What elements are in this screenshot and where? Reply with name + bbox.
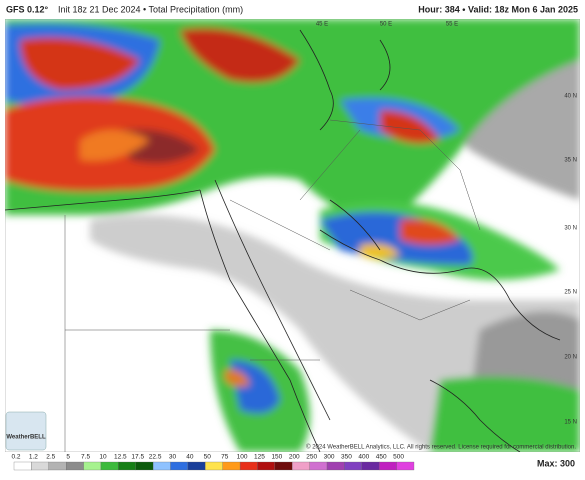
colorbar-label: 1.2 <box>29 454 38 461</box>
colorbar-label: 450 <box>376 454 387 461</box>
colorbar-label: 40 <box>186 454 194 461</box>
lat-label: 35 N <box>564 158 577 164</box>
colorbar-swatch <box>361 461 380 471</box>
lon-label: 45 E <box>316 22 328 28</box>
colorbar-swatch <box>257 461 276 471</box>
colorbar-swatch <box>135 461 154 471</box>
lat-label: 15 N <box>564 420 577 426</box>
lat-label: 25 N <box>564 290 577 296</box>
colorbar-label: 100 <box>237 454 248 461</box>
colorbar-swatch <box>170 461 189 471</box>
colorbar-swatch <box>205 461 223 471</box>
colorbar-label: 17.5 <box>131 454 144 461</box>
map: WeatherBELL © 2024 WeatherBELL Analytics… <box>5 19 580 452</box>
lat-label: 30 N <box>564 226 577 232</box>
init-text: Init 18z 21 Dec 2024 • Total Precipitati… <box>58 4 243 14</box>
colorbar-label: 22.5 <box>149 454 162 461</box>
colorbar-swatch <box>396 461 415 471</box>
colorbar-swatch <box>379 461 397 471</box>
colorbar-label: 12.5 <box>114 454 127 461</box>
colorbar-label: 150 <box>271 454 282 461</box>
colorbar-swatch <box>100 461 119 471</box>
colorbar-label: 0.2 <box>11 454 20 461</box>
colorbar-label: 30 <box>169 454 177 461</box>
model-name: GFS 0.12° <box>6 4 49 14</box>
colorbar-swatch <box>13 461 32 471</box>
colorbar-swatch <box>48 461 67 471</box>
lon-label: 55 E <box>446 22 458 28</box>
max-value: Max: 300 <box>537 458 575 468</box>
colorbar-label: 75 <box>221 454 229 461</box>
colorbar-swatch <box>187 461 206 471</box>
colorbar-swatch <box>152 461 171 471</box>
lat-label: 40 N <box>564 94 577 100</box>
colorbar-swatch <box>326 461 345 471</box>
colorbar-label: 10 <box>99 454 107 461</box>
colorbar-label: 5 <box>66 454 70 461</box>
valid-text: Hour: 384 • Valid: 18z Mon 6 Jan 2025 <box>418 4 578 14</box>
colorbar-swatch <box>239 461 258 471</box>
colorbar-label: 400 <box>358 454 369 461</box>
colorbar-label: 300 <box>324 454 335 461</box>
colorbar-label: 200 <box>289 454 300 461</box>
colorbar-swatch <box>292 461 310 471</box>
colorbar-swatch <box>31 461 49 471</box>
colorbar-swatch <box>222 461 241 471</box>
colorbar-swatch <box>66 461 84 471</box>
logo: WeatherBELL <box>6 435 46 441</box>
lat-label: 20 N <box>564 355 577 361</box>
colorbar-swatch <box>344 461 362 471</box>
colorbar-swatch <box>274 461 293 471</box>
colorbar-label: 250 <box>306 454 317 461</box>
colorbar-label: 2.5 <box>46 454 55 461</box>
colorbar-swatch <box>118 461 136 471</box>
colorbar-swatch <box>83 461 102 471</box>
colorbar-label: 125 <box>254 454 265 461</box>
colorbar-label: 500 <box>393 454 404 461</box>
colorbar-label: 7.5 <box>81 454 90 461</box>
lon-label: 50 E <box>380 22 392 28</box>
colorbar: 0.2 1.2 2.5 5 7.5 10 12.5 17.5 22.5 30 40 50 75 100 12… <box>11 454 415 471</box>
colorbar-label: 50 <box>204 454 212 461</box>
colorbar-swatch <box>309 461 328 471</box>
copyright: © 2024 WeatherBELL Analytics, LLC. All r… <box>306 444 576 451</box>
geo-labels: 45 E 50 E 55 E 40 N 35 N 30 N 25 N 20 N 15 N <box>316 22 577 426</box>
colorbar-label: 350 <box>341 454 352 461</box>
